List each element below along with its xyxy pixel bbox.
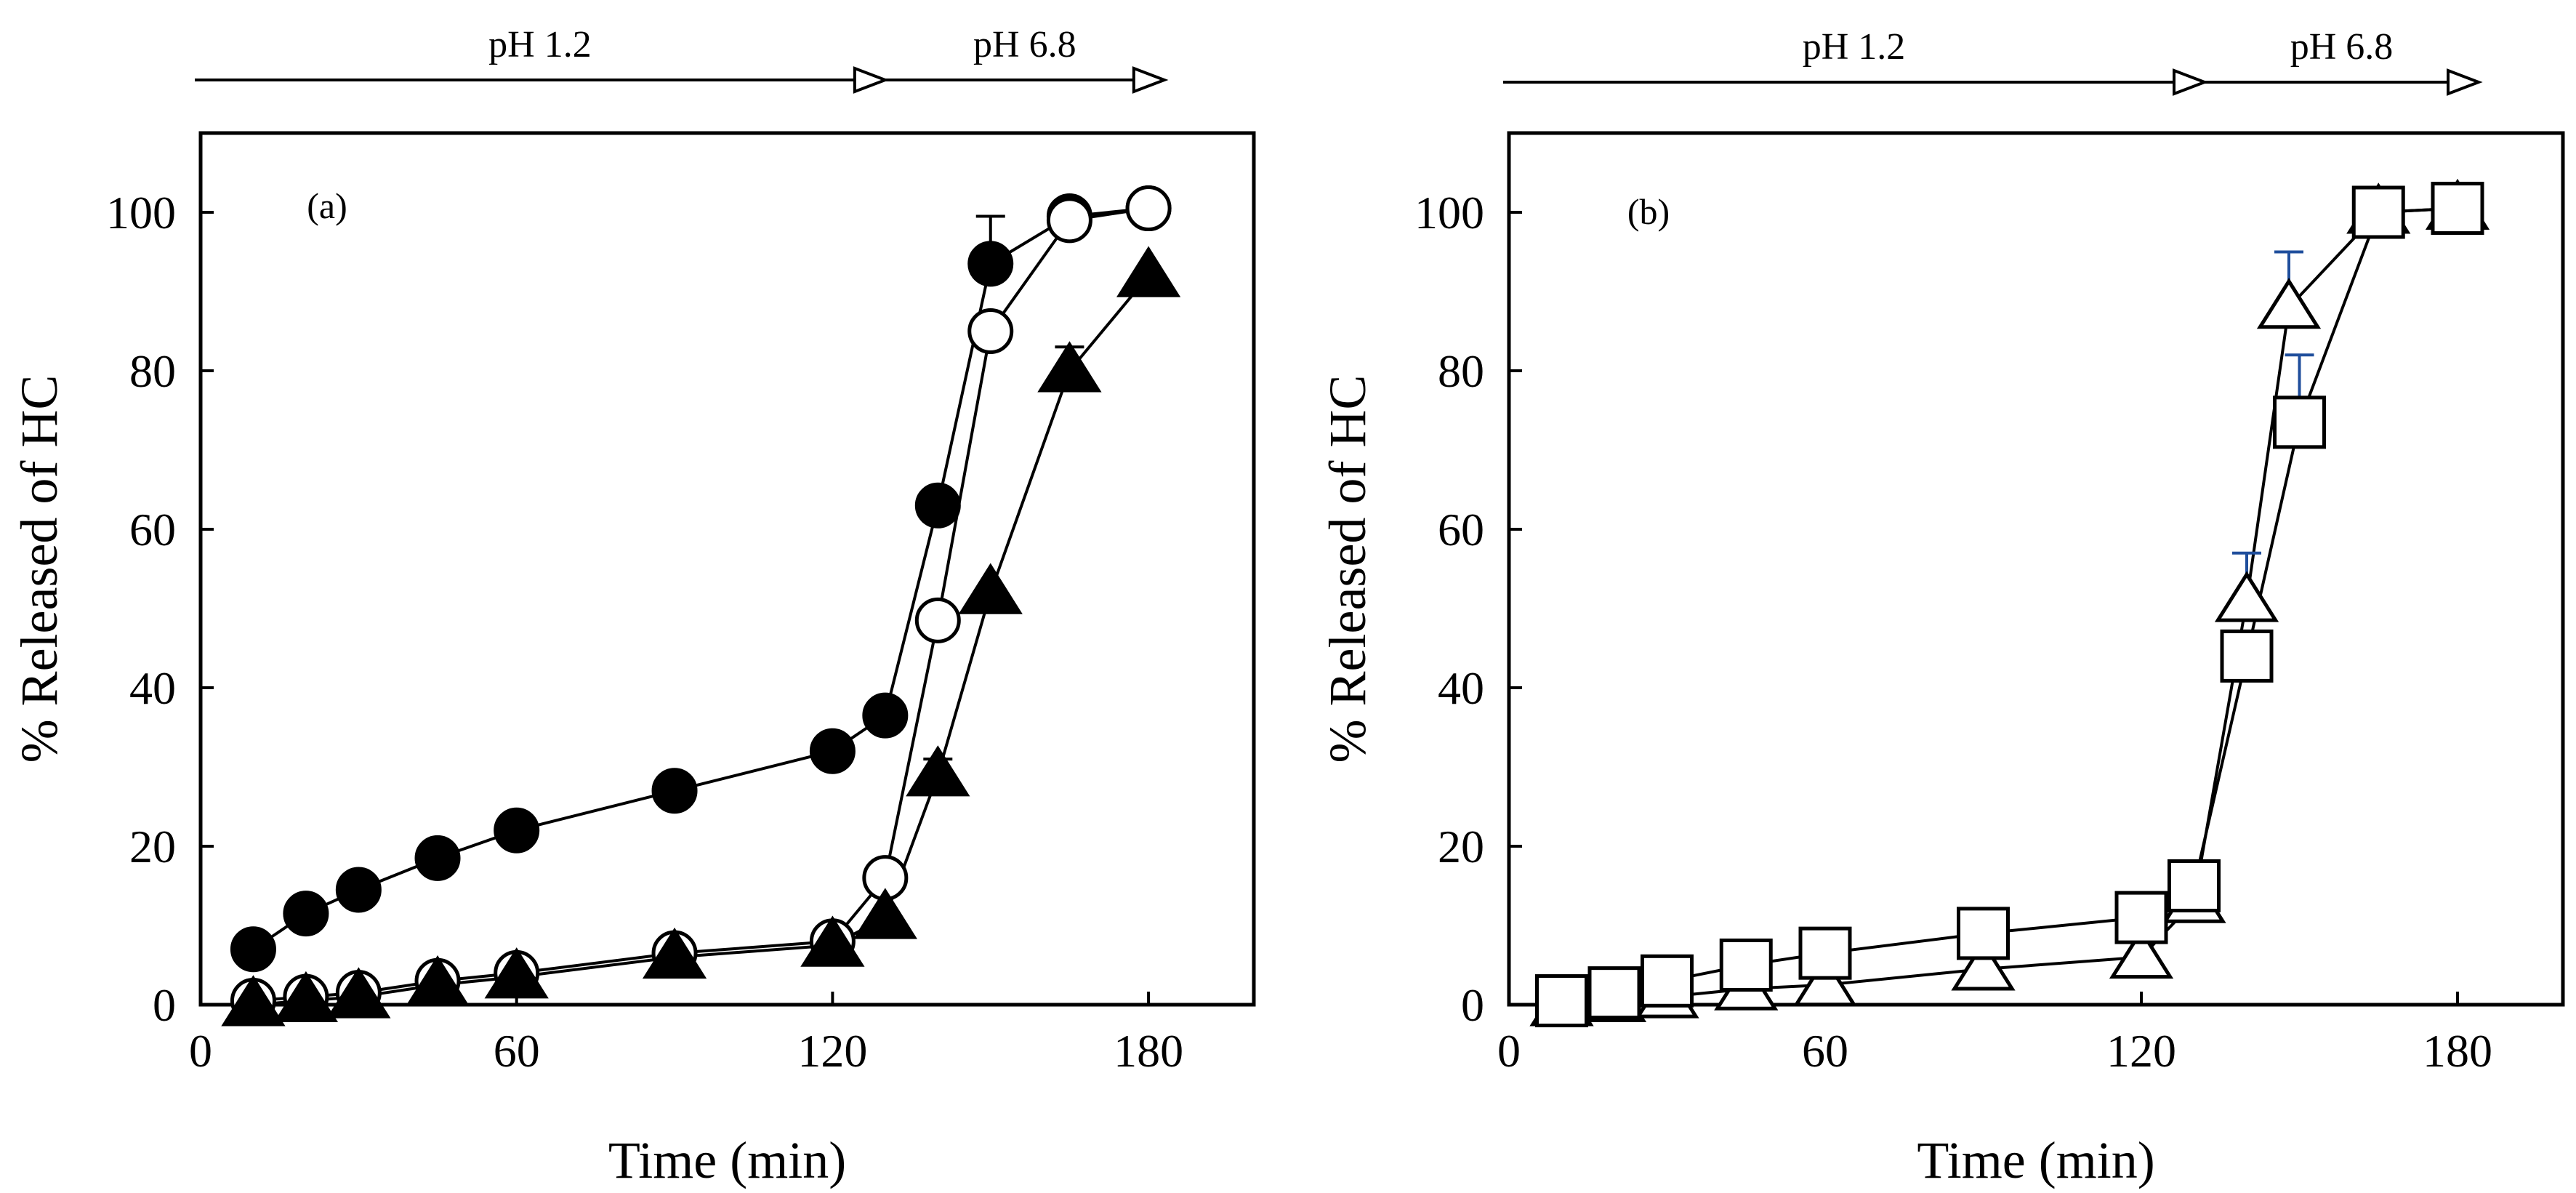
data-point-open-square [1535, 974, 1588, 1028]
data-point-filled-circle [283, 891, 329, 937]
data-point-filled-circle [335, 867, 382, 913]
x-tick-label: 0 [189, 1025, 212, 1077]
data-point-open-triangle [2214, 571, 2279, 622]
series-line-filled-triangle [253, 274, 1150, 1006]
data-point-open-circle [1125, 185, 1172, 232]
plot-frame [1507, 131, 2565, 1007]
series-line-filled-circle [252, 206, 1149, 951]
data-point-open-square [1798, 926, 1852, 980]
data-point-filled-triangle [221, 975, 286, 1027]
panel-label: (a) [307, 185, 347, 226]
x-tick-label: 180 [1114, 1025, 1183, 1077]
data-point-open-square [2431, 182, 2484, 236]
panel-a: 0 60 120 180 0 20 40 60 80 100 Time (min) % Release… [10, 24, 1256, 1189]
data-point-open-square [2220, 629, 2274, 683]
x-tick-label: 180 [2423, 1025, 2492, 1077]
data-point-filled-circle [967, 241, 1014, 287]
data-point-filled-triangle [1116, 246, 1181, 297]
x-axis-title: Time (min) [608, 1131, 846, 1189]
y-tick-label: 80 [1438, 345, 1484, 397]
ph-stage-label: pH 1.2 [488, 24, 592, 65]
data-point-open-square [1957, 907, 2010, 960]
ph-arrow-head [1132, 66, 1169, 94]
data-point-open-circle [914, 597, 961, 643]
x-tick-label: 120 [797, 1025, 867, 1077]
y-tick-label: 40 [129, 662, 176, 714]
x-tick-label: 0 [1497, 1025, 1521, 1077]
y-tick-label: 60 [129, 504, 176, 555]
data-point-open-square [2351, 185, 2405, 239]
data-point-open-triangle [1792, 955, 1858, 1007]
series-line-open-square [1561, 206, 2458, 1003]
ph-arrow-head [2447, 68, 2483, 96]
data-point-open-square [2273, 395, 2326, 449]
ph-stage-label: pH 6.8 [2290, 26, 2394, 68]
data-point-open-triangle [2256, 278, 2322, 329]
panel-label: (b) [1627, 191, 1670, 232]
data-point-filled-triangle [906, 745, 970, 797]
data-point-filled-triangle [642, 927, 707, 979]
data-point-filled-triangle [405, 955, 470, 1007]
data-point-open-square [1641, 954, 1694, 1008]
ph-stage-label: pH 1.2 [1803, 26, 1906, 68]
data-point-filled-circle [494, 807, 540, 853]
y-axis-title: % Released of HC [10, 375, 68, 763]
y-tick-label: 0 [153, 979, 176, 1031]
y-tick-label: 100 [106, 187, 176, 238]
y-tick-label: 20 [129, 821, 176, 872]
ph-stage-label: pH 6.8 [973, 24, 1076, 65]
y-tick-label: 40 [1438, 662, 1484, 714]
data-point-filled-triangle [326, 967, 391, 1019]
data-point-filled-circle [651, 768, 698, 814]
data-point-open-square [1719, 939, 1773, 992]
data-point-filled-triangle [853, 888, 917, 939]
x-tick-label: 60 [494, 1025, 540, 1077]
y-tick-label: 100 [1414, 187, 1484, 238]
data-point-open-triangle [1951, 939, 2016, 991]
y-axis-title: % Released of HC [1319, 375, 1377, 763]
data-point-filled-circle [862, 692, 909, 739]
data-point-filled-circle [809, 728, 856, 774]
data-point-open-square [1587, 966, 1641, 1020]
ph-arrow-head [853, 66, 890, 94]
series-line-open-triangle [1561, 206, 2458, 1006]
data-point-filled-circle [230, 926, 276, 973]
data-point-open-square [2168, 859, 2221, 912]
y-tick-label: 20 [1438, 821, 1484, 872]
y-tick-label: 60 [1438, 504, 1484, 555]
data-point-filled-triangle [1037, 341, 1102, 393]
data-point-filled-circle [414, 835, 461, 881]
x-tick-label: 120 [2106, 1025, 2176, 1077]
y-tick-label: 80 [129, 345, 176, 397]
y-tick-label: 0 [1461, 979, 1484, 1031]
data-point-open-square [2114, 891, 2168, 944]
data-point-filled-triangle [484, 947, 549, 999]
data-point-filled-triangle [958, 563, 1023, 614]
data-point-open-circle [967, 308, 1014, 354]
plot-frame [198, 131, 1256, 1007]
data-point-filled-triangle [273, 971, 339, 1023]
x-tick-label: 60 [1802, 1025, 1848, 1077]
ph-arrow-head [2173, 68, 2209, 96]
data-point-open-circle [1046, 197, 1092, 244]
data-point-filled-circle [914, 482, 961, 529]
data-point-open-triangle [2109, 927, 2174, 979]
panel-b: 0 60 120 180 0 20 40 60 80 100 Time (min) % Release… [1319, 26, 2565, 1189]
data-point-filled-triangle [800, 915, 865, 967]
x-axis-title: Time (min) [1917, 1131, 2154, 1189]
